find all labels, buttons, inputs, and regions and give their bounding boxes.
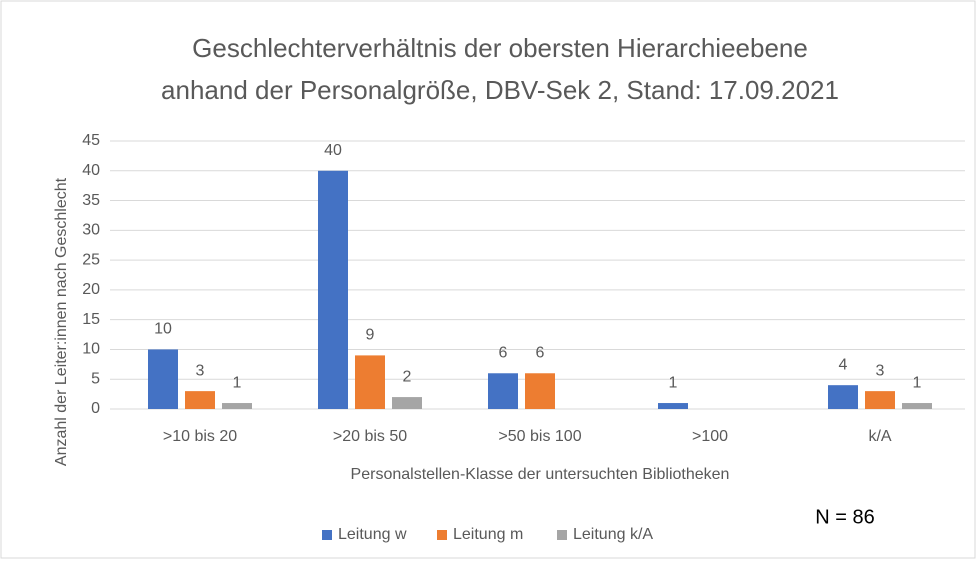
y-tick-label: 25 (82, 251, 100, 268)
legend-swatch (557, 530, 567, 540)
chart-title: anhand der Personalgröße, DBV-Sek 2, Sta… (161, 75, 839, 105)
y-tick-label: 15 (82, 311, 100, 328)
y-tick-label: 0 (91, 400, 100, 417)
x-tick-label: k/A (868, 428, 891, 445)
bar (902, 403, 932, 409)
data-label: 6 (536, 344, 545, 361)
data-label: 2 (403, 368, 412, 385)
bar (185, 391, 215, 409)
y-tick-label: 10 (82, 341, 100, 358)
bar (222, 403, 252, 409)
bar (488, 373, 518, 409)
bar (828, 385, 858, 409)
y-tick-label: 5 (91, 370, 100, 387)
data-label: 4 (839, 356, 848, 373)
data-label: 1 (913, 374, 922, 391)
x-tick-label: >20 bis 50 (333, 428, 407, 445)
data-label: 6 (499, 344, 508, 361)
data-label: 1 (233, 374, 242, 391)
bar (318, 170, 348, 409)
bar (355, 355, 385, 409)
legend-label: Leitung w (338, 526, 407, 543)
y-tick-label: 40 (82, 162, 100, 179)
bar (865, 391, 895, 409)
legend-swatch (437, 530, 447, 540)
y-tick-label: 30 (82, 222, 100, 239)
x-axis-label: Personalstellen-Klasse der untersuchten … (351, 466, 730, 483)
x-tick-label: >10 bis 20 (163, 428, 237, 445)
data-label: 9 (366, 327, 375, 344)
data-label: 3 (876, 362, 885, 379)
y-tick-label: 35 (82, 192, 100, 209)
legend-label: Leitung k/A (573, 526, 653, 543)
data-label: 10 (154, 321, 172, 338)
bar (148, 349, 178, 409)
bar (525, 373, 555, 409)
data-label: 3 (196, 362, 205, 379)
bar (658, 403, 688, 409)
y-tick-label: 45 (82, 132, 100, 149)
data-label: 1 (669, 374, 678, 391)
legend-label: Leitung m (453, 526, 523, 543)
chart-title: Geschlechterverhältnis der obersten Hier… (192, 33, 808, 63)
annotation: N = 86 (815, 506, 874, 528)
y-tick-label: 20 (82, 281, 100, 298)
x-tick-label: >50 bis 100 (498, 428, 581, 445)
x-tick-label: >100 (692, 428, 728, 445)
y-axis-label: Anzahl der Leiter:innen nach Geschlecht (53, 177, 70, 466)
data-label: 40 (324, 142, 342, 159)
legend-swatch (322, 530, 332, 540)
bar (392, 397, 422, 409)
